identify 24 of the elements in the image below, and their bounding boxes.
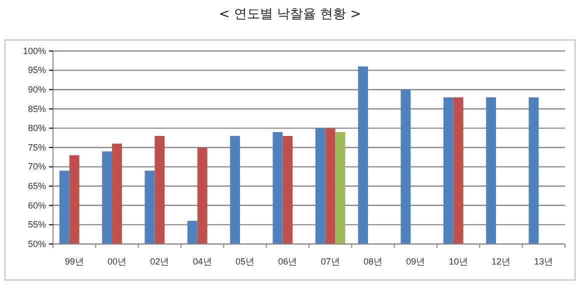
x-tick-label: 05년: [235, 256, 255, 266]
y-tick-label: 100%: [22, 46, 46, 56]
y-tick-label: 60%: [28, 200, 46, 210]
x-tick-label: 02년: [150, 256, 170, 266]
chart-title: < 연도별 낙찰율 현황 >: [218, 7, 362, 22]
y-tick-label: 85%: [28, 104, 46, 114]
y-tick-label: 55%: [28, 220, 46, 230]
x-tick-label: 00년: [107, 256, 127, 266]
x-tick-label: 99년: [64, 256, 84, 266]
x-tick-label: 08년: [363, 256, 383, 266]
x-tick-label: 09년: [406, 256, 426, 266]
y-tick-label: 75%: [28, 142, 46, 152]
x-tick-label: 10년: [448, 256, 468, 266]
x-tick-label: 04년: [192, 256, 212, 266]
y-tick-label: 80%: [28, 123, 46, 134]
x-tick-label: 12년: [491, 256, 511, 266]
x-tick-label: 06년: [278, 256, 298, 266]
y-tick-label: 70%: [28, 162, 46, 172]
y-tick-label: 50%: [28, 238, 46, 249]
y-tick-label: 95%: [28, 65, 46, 76]
x-tick-label: 13년: [534, 256, 554, 266]
x-tick-label: 07년: [320, 256, 340, 266]
y-tick-label: 90%: [28, 84, 46, 94]
y-tick-label: 65%: [28, 180, 46, 191]
